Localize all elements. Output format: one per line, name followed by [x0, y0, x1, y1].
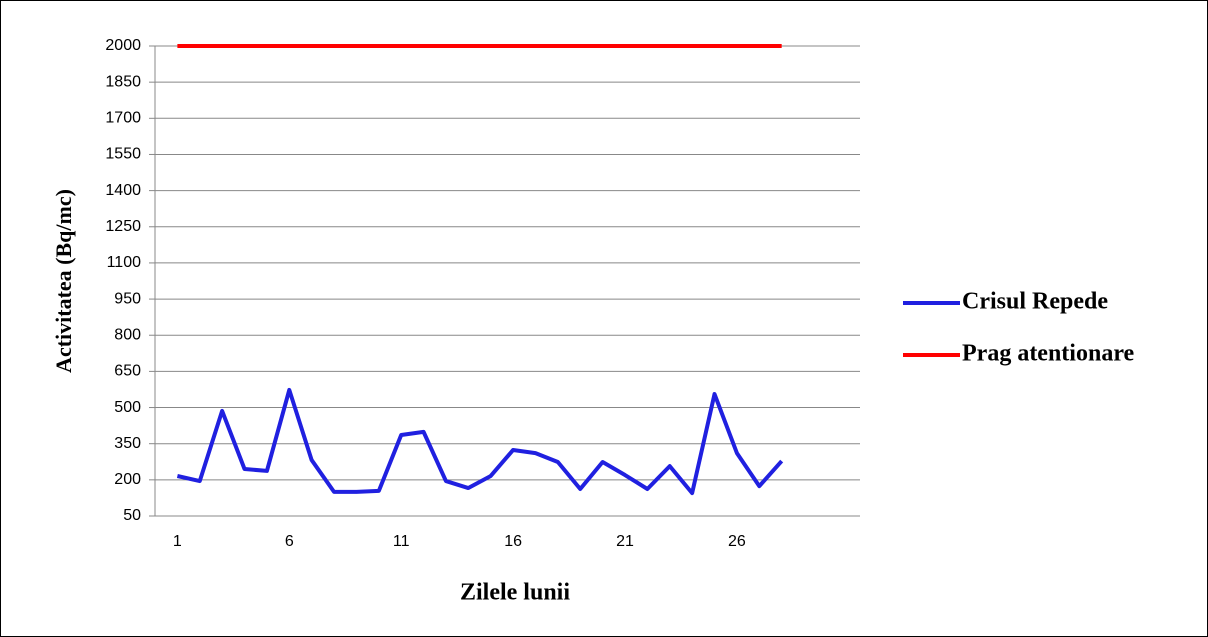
x-tick-label: 6 — [285, 533, 294, 550]
x-tick-label: 11 — [393, 533, 410, 550]
y-axis-label: Activitatea (Bq/mc) — [51, 189, 76, 373]
y-tick-label: 2000 — [105, 37, 141, 54]
x-tick-label: 21 — [616, 533, 634, 550]
y-tick-label: 200 — [114, 471, 141, 488]
y-tick-label: 650 — [114, 363, 141, 380]
y-tick-label: 1550 — [105, 146, 141, 163]
data-line — [176, 387, 784, 496]
y-tick-label: 950 — [114, 290, 141, 307]
y-tick-label: 1400 — [105, 182, 141, 199]
x-axis-label: Zilele lunii — [460, 580, 570, 606]
y-tick-label: 1850 — [105, 73, 141, 90]
y-tick-label: 50 — [123, 507, 141, 524]
legend-label: Crisul Repede — [962, 289, 1108, 315]
x-tick-label: 16 — [504, 533, 522, 550]
legend-label: Prag atentionare — [962, 341, 1135, 367]
y-tick-label: 1100 — [107, 254, 142, 271]
y-tick-label: 1700 — [105, 110, 141, 127]
y-tick-label: 500 — [114, 399, 141, 416]
x-tick-label: 1 — [173, 533, 182, 550]
y-tick-label: 1250 — [105, 218, 141, 235]
y-tick-label: 350 — [114, 435, 141, 452]
x-tick-label: 26 — [728, 533, 746, 550]
y-tick-label: 800 — [114, 326, 141, 343]
